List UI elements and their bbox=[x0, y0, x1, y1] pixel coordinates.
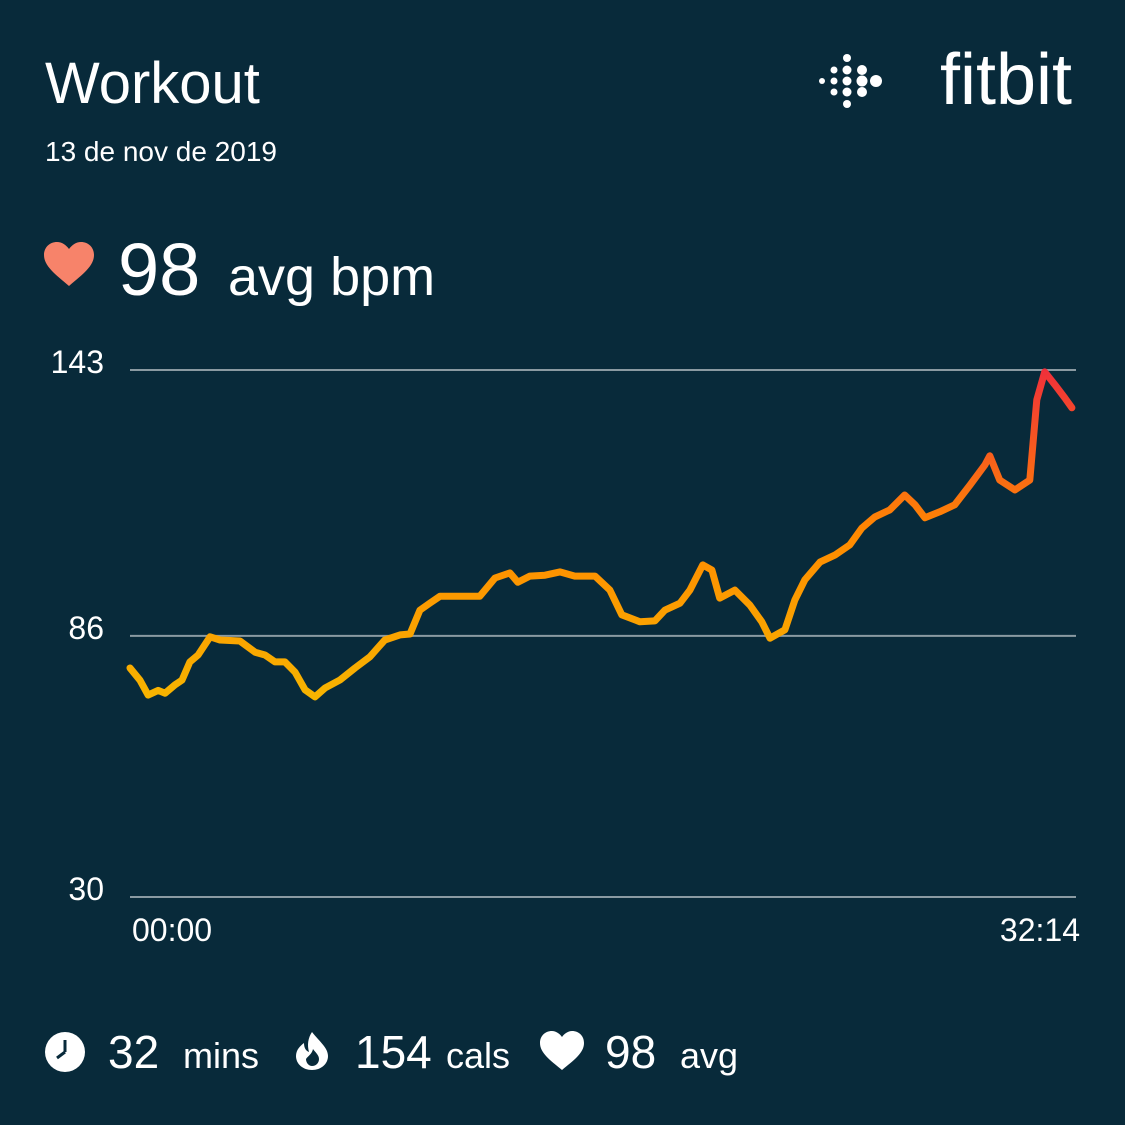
fitbit-logo-dots bbox=[819, 54, 882, 108]
x-tick-label: 32:14 bbox=[1000, 912, 1080, 948]
avg-unit: avg bbox=[680, 1035, 738, 1076]
brand-name: fitbit bbox=[940, 40, 1072, 120]
clock-hands bbox=[56, 1040, 67, 1060]
calories-value: 154 bbox=[355, 1026, 432, 1078]
avg-value: 98 bbox=[605, 1026, 656, 1078]
avg-bpm-value: 98 bbox=[118, 228, 200, 311]
heart-rate-line bbox=[126, 368, 1076, 701]
flame-icon bbox=[296, 1032, 328, 1070]
calories-unit: cals bbox=[446, 1035, 510, 1076]
workout-title: Workout bbox=[45, 51, 260, 116]
x-tick-label: 00:00 bbox=[132, 912, 212, 948]
heart-icon bbox=[44, 242, 94, 286]
y-tick-label: 30 bbox=[68, 871, 104, 907]
y-tick-label: 143 bbox=[51, 344, 104, 380]
avg-bpm-unit: avg bpm bbox=[228, 247, 435, 307]
heart-stat-icon bbox=[540, 1031, 584, 1070]
duration-value: 32 bbox=[108, 1026, 159, 1078]
workout-date: 13 de nov de 2019 bbox=[45, 136, 277, 167]
heart-rate-chart: 30 86 143 00:00 32:14 bbox=[51, 344, 1080, 948]
duration-unit: mins bbox=[183, 1035, 259, 1076]
y-tick-label: 86 bbox=[68, 610, 104, 646]
